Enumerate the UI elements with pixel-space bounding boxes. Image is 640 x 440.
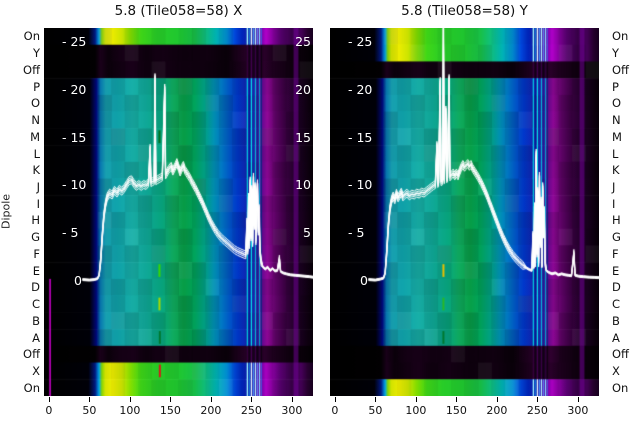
x-tick-label: 200 — [486, 404, 508, 417]
x-tick-mark — [251, 397, 253, 402]
y-tick-label: 10 — [295, 177, 311, 193]
row-label: C — [31, 297, 40, 311]
row-label: P — [33, 79, 40, 94]
y-tick-label: - 20 — [348, 81, 373, 97]
row-label: M — [30, 129, 40, 144]
row-label: M — [612, 129, 622, 144]
row-label: K — [32, 163, 40, 178]
row-label: L — [612, 146, 619, 161]
row-label: O — [612, 96, 622, 111]
row-label: F — [612, 246, 619, 261]
x-tick-label: 250 — [526, 404, 548, 417]
row-label: Y — [32, 46, 40, 61]
x-tick-mark — [375, 397, 377, 402]
x-tick-label: 50 — [368, 404, 383, 417]
heatmap-panel-y — [330, 28, 599, 396]
y-tick-label: 20 — [295, 81, 311, 97]
row-label: L — [33, 146, 40, 161]
panel-title-y: 5.8 (Tile058=58) Y — [401, 3, 528, 19]
y-tick-label: 5 — [303, 225, 311, 241]
x-tick-mark — [291, 397, 293, 402]
row-label: X — [32, 363, 40, 378]
x-tick-mark — [129, 397, 131, 402]
x-tick-mark — [496, 397, 498, 402]
row-label: E — [612, 263, 620, 278]
row-label: I — [612, 196, 616, 211]
y-tick-label: - 15 — [348, 129, 373, 145]
x-tick-label: 150 — [445, 404, 467, 417]
y-tick-label: - 25 — [348, 34, 373, 49]
row-label: D — [612, 280, 621, 295]
y-tick-label: - 25 — [62, 34, 87, 49]
row-label: P — [612, 79, 619, 94]
row-label: G — [612, 230, 621, 245]
row-label: G — [31, 230, 40, 245]
row-label: N — [612, 113, 621, 127]
x-tick-mark — [334, 397, 336, 402]
row-label: O — [30, 96, 40, 111]
row-label: On — [23, 380, 40, 395]
row-label: On — [23, 29, 40, 44]
panel-title-x: 5.8 (Tile058=58) X — [114, 3, 243, 19]
row-label: C — [612, 297, 621, 311]
row-label: D — [31, 280, 40, 295]
row-label: I — [36, 196, 40, 211]
x-tick-mark — [537, 397, 539, 402]
x-tick-mark — [577, 397, 579, 402]
x-tick-mark — [415, 397, 417, 402]
row-label: J — [612, 179, 616, 194]
row-label: Off — [23, 62, 40, 77]
x-tick-mark — [170, 397, 172, 402]
y-tick-label: - 10 — [62, 177, 87, 193]
row-labels-right: On Y Off P O N M L K J I H G F E D C B A Off X On — [612, 28, 640, 396]
row-label: Off — [23, 347, 40, 362]
y-tick-label: - 10 — [348, 177, 373, 193]
row-label: K — [612, 163, 620, 178]
row-label: A — [32, 330, 40, 345]
row-label: E — [32, 263, 40, 278]
row-label: H — [612, 213, 621, 228]
heatmap-panel-x — [44, 28, 313, 396]
x-tick-label: 0 — [45, 404, 53, 417]
y-tick-label: - 5 — [62, 225, 79, 241]
row-label: Off — [612, 347, 629, 362]
row-labels-left: On Y Off P O N M L K J I H G F E D C B A Off X On — [0, 28, 40, 396]
x-tick-mark — [456, 397, 458, 402]
y-tick-label: - 20 — [62, 81, 87, 97]
x-tick-label: 50 — [82, 404, 97, 417]
y-tick-label: - 5 — [348, 225, 365, 241]
x-tick-mark — [89, 397, 91, 402]
y-tick-label: - 15 — [62, 129, 87, 145]
x-tick-label: 300 — [281, 404, 303, 417]
x-tick-label: 100 — [405, 404, 427, 417]
x-tick-label: 250 — [240, 404, 262, 417]
x-tick-label: 300 — [567, 404, 589, 417]
row-label: Off — [612, 62, 629, 77]
row-label: On — [612, 29, 629, 44]
row-label: X — [612, 363, 620, 378]
x-tick-label: 150 — [159, 404, 181, 417]
row-label: H — [31, 213, 40, 228]
row-label: J — [36, 179, 40, 194]
x-tick-label: 200 — [200, 404, 222, 417]
row-label: A — [612, 330, 620, 345]
row-label: On — [612, 380, 629, 395]
y-tick-label: 25 — [295, 34, 311, 49]
row-label: N — [31, 113, 40, 127]
y-tick-label: 0 — [360, 273, 368, 288]
x-tick-label: 0 — [331, 404, 339, 417]
x-tick-label: 100 — [119, 404, 141, 417]
row-label: F — [33, 246, 40, 261]
row-label: B — [32, 313, 40, 328]
row-label: B — [612, 313, 620, 328]
y-tick-label: 15 — [295, 129, 311, 145]
y-tick-label: 0 — [74, 273, 82, 288]
x-tick-mark — [48, 397, 50, 402]
row-label: Y — [612, 46, 620, 61]
x-tick-mark — [210, 397, 212, 402]
